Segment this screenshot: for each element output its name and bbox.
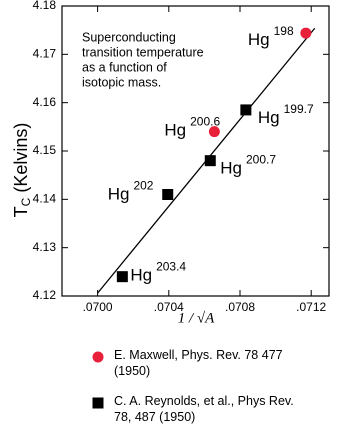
legend-entry: E. Maxwell, Phys. Rev. 78 477 (1950) — [92, 347, 312, 379]
x-tick-label: .0708 — [225, 300, 255, 314]
point — [300, 27, 312, 39]
point — [208, 126, 220, 138]
y-tick-label: 4.15 — [33, 143, 57, 157]
point-label-mass: 198 — [274, 24, 294, 38]
point-label: Hg 200.7 — [220, 153, 276, 178]
legend-entry: C. A. Reynolds, et al., Phys Rev. 78, 48… — [92, 393, 312, 425]
y-tick-label: 4.13 — [33, 240, 57, 254]
point — [240, 104, 252, 116]
y-tick-label: 4.18 — [33, 0, 57, 12]
annotation: Superconducting — [82, 30, 176, 44]
point-label-element: Hg — [258, 108, 280, 127]
y-axis-label: TC (Kelvins) — [11, 123, 33, 218]
y-label-main: T — [11, 206, 31, 217]
point-label-element: Hg — [130, 266, 152, 285]
legend-label: C. A. Reynolds, et al., Phys Rev. 78, 48… — [114, 394, 294, 424]
annotation: isotopic mass. — [82, 75, 161, 89]
legend-label: E. Maxwell, Phys. Rev. 78 477 (1950) — [114, 348, 283, 378]
point — [204, 155, 216, 167]
x-tick-label: .0700 — [83, 300, 113, 314]
point-label-element: Hg — [220, 159, 242, 178]
legend-marker — [92, 397, 104, 409]
chart: TC (Kelvins) 1 / √A 4.12 4.13 4.14 4.15 4.16… — [11, 0, 330, 326]
point-label-element: Hg — [164, 121, 186, 140]
point-label-mass: 200.7 — [246, 153, 276, 167]
x-tick-label: .0712 — [296, 300, 326, 314]
legend-swatch — [92, 351, 104, 363]
annotation: as a function of — [82, 60, 167, 74]
legend-marker — [92, 351, 104, 363]
point-label: Hg 202 — [108, 179, 154, 204]
point — [162, 189, 174, 200]
annotation: transition temperature — [82, 45, 204, 59]
point-label: Hg 199.7 — [258, 102, 314, 127]
x-tick-label: .0704 — [154, 300, 184, 314]
point-label-element: Hg — [108, 185, 130, 204]
point-label-mass: 199.7 — [284, 102, 314, 116]
point-label-element: Hg — [248, 31, 270, 50]
y-label-sub: C — [19, 197, 33, 206]
y-label-rest: (Kelvins) — [11, 123, 31, 193]
point-label-mass: 203.4 — [156, 260, 186, 274]
point-label: Hg 200.6 — [164, 115, 220, 140]
x-axis-label: 1 / √A — [178, 310, 215, 326]
legend: E. Maxwell, Phys. Rev. 78 477 (1950) C. A… — [92, 347, 312, 439]
y-tick-label: 4.17 — [33, 47, 57, 61]
y-tick-label: 4.12 — [33, 288, 57, 302]
point-label-mass: 202 — [133, 179, 153, 193]
point-label-mass: 200.6 — [190, 115, 220, 129]
point-label: Hg 198 — [248, 24, 294, 49]
legend-swatch — [92, 397, 104, 409]
y-tick-label: 4.14 — [33, 192, 57, 206]
point-label: Hg 203.4 — [130, 260, 186, 285]
y-tick-label: 4.16 — [33, 95, 57, 109]
point — [116, 271, 128, 283]
